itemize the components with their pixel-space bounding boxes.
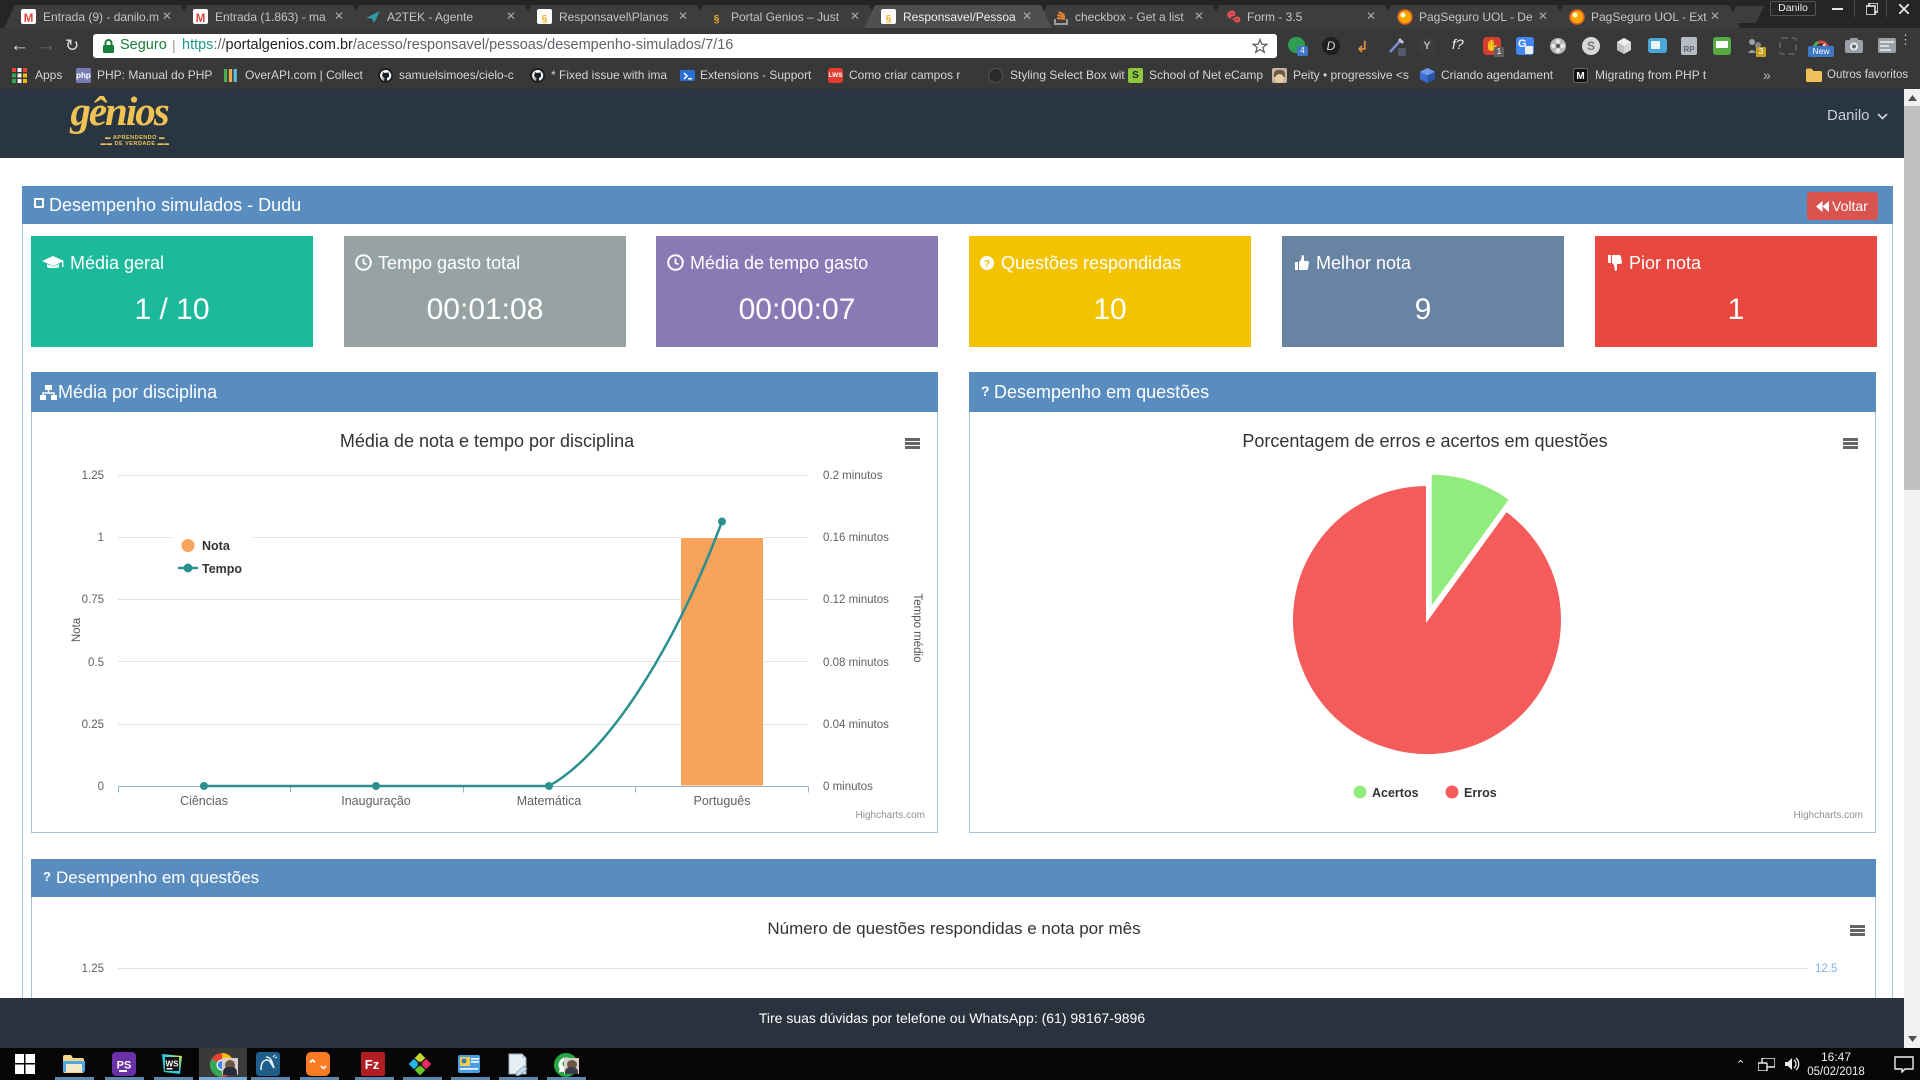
svg-text:0 minutos: 0 minutos — [823, 781, 873, 793]
svg-text:0.75: 0.75 — [82, 594, 104, 606]
svg-text:Matemática: Matemática — [517, 794, 582, 808]
svg-text:Erros: Erros — [1464, 786, 1497, 800]
svg-text:0.25: 0.25 — [82, 719, 104, 731]
svg-text:Nota: Nota — [202, 539, 231, 553]
svg-text:WS: WS — [166, 1060, 180, 1069]
svg-text:12.5: 12.5 — [1815, 963, 1837, 975]
svg-text:1: 1 — [98, 532, 104, 544]
svg-text:Média de nota e tempo por disc: Média de nota e tempo por disciplina — [340, 431, 635, 451]
svg-text:Ciências: Ciências — [180, 794, 228, 808]
svg-text:0.04 minutos: 0.04 minutos — [823, 719, 889, 731]
svg-text:Porcentagem de erros e acertos: Porcentagem de erros e acertos em questõ… — [1242, 431, 1607, 451]
svg-text:0.2 minutos: 0.2 minutos — [823, 470, 883, 482]
svg-text:1.25: 1.25 — [82, 963, 104, 975]
svg-text:Número de questões respondidas: Número de questões respondidas e nota po… — [767, 919, 1140, 938]
svg-text:Inauguração: Inauguração — [341, 794, 411, 808]
svg-text:0.5: 0.5 — [88, 657, 104, 669]
svg-text:1.25: 1.25 — [82, 470, 104, 482]
svg-text:PS: PS — [117, 1060, 132, 1072]
svg-text:⌃⌄: ⌃⌄ — [307, 1057, 329, 1072]
svg-text:Acertos: Acertos — [1372, 786, 1419, 800]
svg-text:Português: Português — [694, 794, 751, 808]
svg-text:0.12 minutos: 0.12 minutos — [823, 594, 889, 606]
svg-text:Tempo: Tempo — [202, 562, 242, 576]
svg-text:0.08 minutos: 0.08 minutos — [823, 657, 889, 669]
svg-text:0.16 minutos: 0.16 minutos — [823, 532, 889, 544]
svg-text:Fz: Fz — [365, 1057, 380, 1072]
svg-text:0: 0 — [98, 781, 104, 793]
svg-text:Highcharts.com: Highcharts.com — [856, 810, 925, 821]
svg-text:Tempo médio: Tempo médio — [911, 593, 923, 662]
svg-text:Highcharts.com: Highcharts.com — [1794, 810, 1863, 821]
svg-text:?: ? — [984, 258, 990, 270]
svg-text:Nota: Nota — [71, 617, 83, 642]
